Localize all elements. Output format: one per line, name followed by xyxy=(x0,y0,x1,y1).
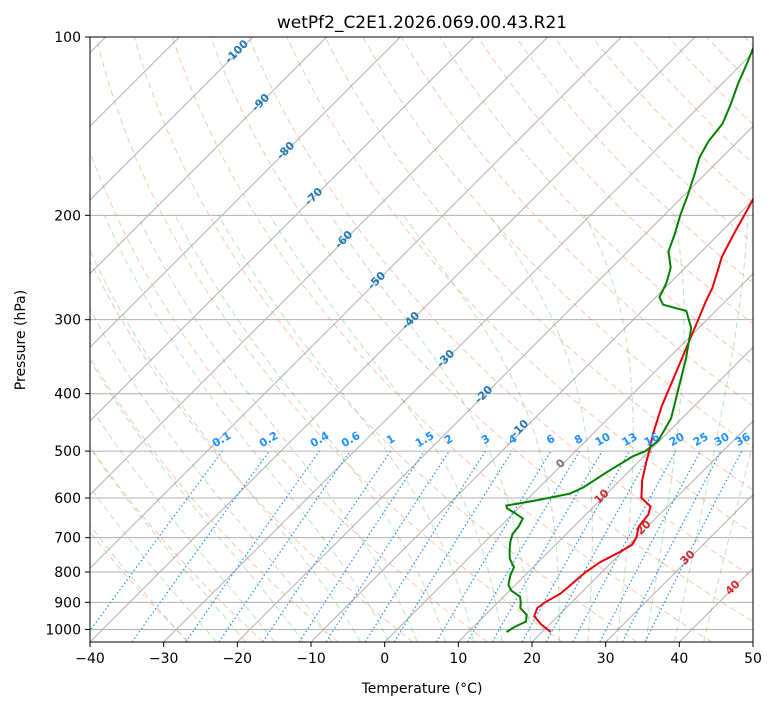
isotherm-line xyxy=(90,37,696,642)
x-tick-label: −30 xyxy=(149,651,179,667)
dry-adiabat-line xyxy=(133,37,638,642)
x-tick-label: −20 xyxy=(223,651,253,667)
dry-adiabat-line xyxy=(210,37,753,623)
x-tick-label: 30 xyxy=(597,651,615,667)
x-tick-label: 10 xyxy=(449,651,467,667)
isotherm-line xyxy=(457,346,753,642)
plot-frame xyxy=(89,36,754,643)
plot-area xyxy=(90,37,753,642)
dry-adiabat-line xyxy=(95,37,563,642)
moist-adiabat-line xyxy=(583,215,634,642)
dry-adiabat-line xyxy=(324,37,753,491)
y-tick-label: 900 xyxy=(54,595,81,611)
moist-adiabat-line xyxy=(90,447,247,642)
y-tick-label: 700 xyxy=(54,531,81,547)
temperature-profile-line xyxy=(533,197,753,633)
x-tick-label: 0 xyxy=(380,651,389,667)
isotherm-line xyxy=(90,37,254,201)
isotherm-line xyxy=(310,199,753,642)
dry-adiabat-line xyxy=(90,356,339,642)
y-axis-label: Pressure (hPa) xyxy=(13,290,29,390)
x-axis-ticks: −40 −30 −20 −10 0 10 20 30 40 50 xyxy=(75,642,762,667)
mixing-ratio-line xyxy=(644,450,743,642)
isotherm-line xyxy=(90,37,549,496)
isotherm-line xyxy=(90,37,475,422)
x-axis-label: Temperature (°C) xyxy=(361,681,483,697)
isotherm-line xyxy=(384,272,753,642)
moist-adiabat-line xyxy=(90,404,275,642)
y-tick-label: 1000 xyxy=(45,622,81,638)
mixing-ratio-line xyxy=(131,450,270,642)
mixing-ratio-line xyxy=(218,450,351,642)
y-axis-ticks: 100 200 300 400 500 600 700 800 900 1000 xyxy=(45,30,90,638)
moist-adiabat-line xyxy=(90,249,362,642)
mixing-ratio-line xyxy=(572,450,677,642)
moist-adiabat-line xyxy=(137,215,418,642)
mixing-ratio-line xyxy=(262,450,392,642)
mixing-ratio-lines xyxy=(90,450,743,642)
isotherm-line xyxy=(90,37,622,570)
y-tick-label: 300 xyxy=(54,313,81,329)
mixing-ratio-line xyxy=(90,450,223,632)
isotherm-line xyxy=(90,37,401,349)
moist-adiabat-line xyxy=(330,215,532,642)
mixing-ratio-line xyxy=(545,450,653,642)
dry-adiabat-line xyxy=(286,37,753,534)
moist-adiabat-line xyxy=(174,215,446,642)
dry-adiabat-line xyxy=(248,37,753,578)
mixing-ratio-line xyxy=(325,450,450,642)
dry-adiabat-line xyxy=(90,259,414,642)
x-tick-label: −10 xyxy=(296,651,326,667)
isotherm-line xyxy=(531,420,753,642)
mixing-ratio-line xyxy=(393,450,513,642)
y-tick-label: 800 xyxy=(54,565,81,581)
mixing-ratio-line xyxy=(521,450,631,642)
moist-adiabat-line xyxy=(269,215,503,642)
sounding-series xyxy=(505,45,753,633)
x-tick-label: 50 xyxy=(744,651,762,667)
moist-adiabat-line xyxy=(103,215,390,642)
isotherm-line xyxy=(236,125,753,642)
mixing-ratio-line xyxy=(298,450,425,642)
dry-adiabat-line xyxy=(90,445,264,642)
y-tick-label: 600 xyxy=(54,491,81,507)
x-tick-label: 40 xyxy=(670,651,688,667)
moist-adiabat-line xyxy=(403,215,560,642)
y-tick-label: 200 xyxy=(54,208,81,224)
moist-adiabat-line xyxy=(674,215,749,642)
isotherm-line xyxy=(90,37,328,275)
moist-adiabats xyxy=(90,215,753,642)
pressure-grid xyxy=(90,37,753,630)
y-tick-label: 100 xyxy=(54,30,81,46)
y-tick-label: 400 xyxy=(54,387,81,403)
moist-adiabat-line xyxy=(90,486,217,642)
dry-adiabat-line xyxy=(515,37,753,284)
moist-adiabat-line xyxy=(218,215,475,642)
moist-adiabat-line xyxy=(90,308,333,642)
isotherm-line xyxy=(605,493,753,642)
x-tick-label: 20 xyxy=(523,651,541,667)
moist-adiabat-line xyxy=(489,215,593,642)
dewpoint-profile-line xyxy=(505,45,753,633)
isotherm-line xyxy=(163,51,753,642)
x-tick-label: −40 xyxy=(75,651,105,667)
chart-title: wetPf2_C2E1.2026.069.00.43.R21 xyxy=(277,13,567,33)
moist-adiabat-line xyxy=(90,358,304,642)
y-tick-label: 500 xyxy=(54,444,81,460)
dry-adiabats xyxy=(90,37,753,642)
mixing-ratio-line xyxy=(185,450,320,642)
dry-adiabat-line xyxy=(171,37,712,642)
isotherm-grid xyxy=(90,37,753,642)
